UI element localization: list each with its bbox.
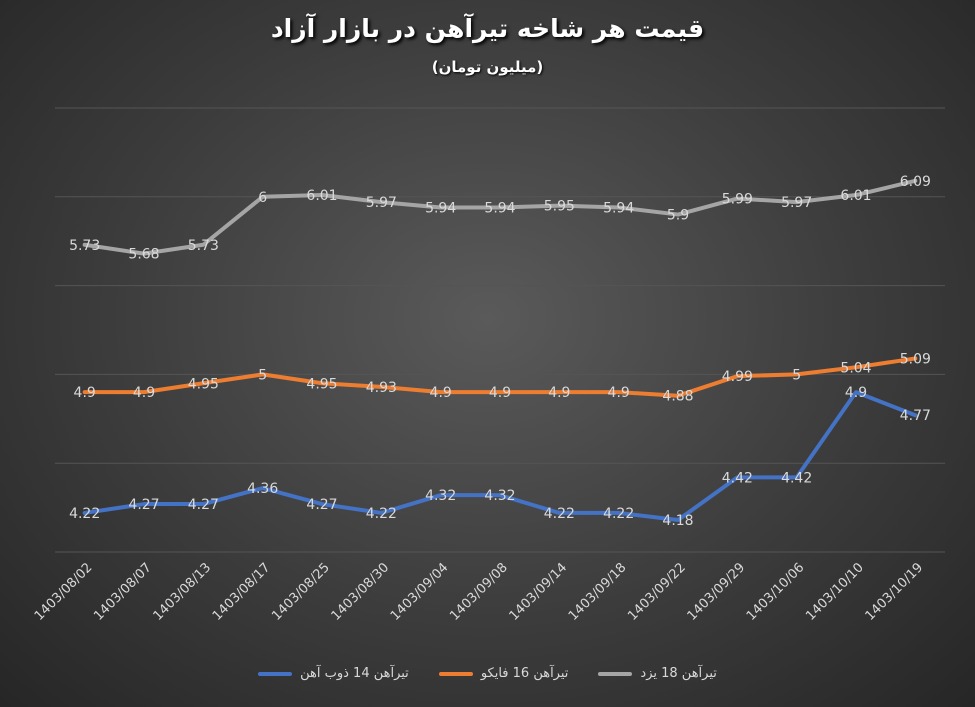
data-label: 5.09 <box>900 351 931 367</box>
x-tick-label: 1403/08/07 <box>91 560 155 624</box>
series-line <box>82 178 918 256</box>
data-label: 5 <box>792 367 801 383</box>
data-label: 5.94 <box>603 200 634 216</box>
data-label: 6.01 <box>840 188 871 204</box>
x-tick-label: 1403/09/04 <box>388 560 452 624</box>
legend-item: تیرآهن 14 ذوب آهن <box>258 666 409 681</box>
legend: تیرآهن 14 ذوب آهن تیرآهن 16 فایکو تیرآهن 1… <box>0 666 975 681</box>
x-tick-label: 1403/08/25 <box>269 560 333 624</box>
data-label: 5.04 <box>840 360 871 376</box>
legend-swatch <box>438 671 473 676</box>
x-tick-label: 1403/08/17 <box>210 560 274 624</box>
data-label: 4.22 <box>69 506 100 522</box>
legend-label: تیرآهن 18 یزد <box>640 666 717 681</box>
legend-label: تیرآهن 14 ذوب آهن <box>300 666 409 681</box>
data-label: 6.01 <box>306 188 337 204</box>
chart-subtitle: (میلیون تومان) <box>431 58 544 76</box>
legend-swatch <box>598 671 633 676</box>
data-label: 4.42 <box>781 470 812 486</box>
data-label: 4.22 <box>603 506 634 522</box>
data-label: 5.73 <box>188 238 219 254</box>
data-label: 4.9 <box>548 385 570 401</box>
data-label: 4.93 <box>366 380 397 396</box>
data-label: 5.68 <box>128 247 159 263</box>
data-label: 6.09 <box>900 174 931 190</box>
x-tick-label: 1403/09/22 <box>625 560 689 624</box>
series-line <box>82 356 918 398</box>
data-label: 5.94 <box>484 200 515 216</box>
data-label: 4.77 <box>900 408 931 424</box>
data-label: 6 <box>258 190 267 206</box>
legend-label: تیرآهن 16 فایکو <box>480 666 569 681</box>
x-tick-label: 1403/10/19 <box>863 560 927 624</box>
data-label: 4.36 <box>247 481 278 497</box>
x-tick-label: 1403/09/14 <box>507 560 571 624</box>
data-label: 5.94 <box>425 200 456 216</box>
data-label: 4.42 <box>722 470 753 486</box>
data-label: 4.27 <box>306 497 337 513</box>
data-label: 5.97 <box>781 195 812 211</box>
x-tick-label: 1403/09/29 <box>685 560 749 624</box>
data-label: 4.27 <box>128 497 159 513</box>
x-tick-label: 1403/09/18 <box>566 560 630 624</box>
data-label: 5.73 <box>69 238 100 254</box>
data-label: 4.27 <box>188 497 219 513</box>
data-label: 4.18 <box>662 513 693 529</box>
data-label: 4.9 <box>74 385 96 401</box>
legend-swatch <box>258 671 293 676</box>
data-label: 5.9 <box>667 208 689 224</box>
data-label: 4.32 <box>484 488 515 504</box>
data-label: 4.32 <box>425 488 456 504</box>
chart-title: قیمت هر شاخه تیرآهن در بازار آزاد <box>270 14 705 43</box>
x-tick-label: 1403/10/10 <box>803 560 867 624</box>
x-tick-label: 1403/10/06 <box>744 560 808 624</box>
data-label: 4.9 <box>489 385 511 401</box>
data-label: 4.88 <box>662 389 693 405</box>
data-label: 4.95 <box>306 376 337 392</box>
x-tick-label: 1403/08/30 <box>329 560 393 624</box>
series-line <box>82 390 918 523</box>
data-label: 4.22 <box>544 506 575 522</box>
data-label: 5.97 <box>366 195 397 211</box>
data-label: 4.95 <box>188 376 219 392</box>
data-label: 4.9 <box>430 385 452 401</box>
data-label: 5 <box>258 367 267 383</box>
data-label: 4.9 <box>133 385 155 401</box>
legend-item: تیرآهن 16 فایکو <box>438 666 569 681</box>
data-label: 5.99 <box>722 192 753 208</box>
x-tick-label: 1403/09/08 <box>447 560 511 624</box>
data-label: 5.95 <box>544 199 575 215</box>
x-tick-label: 1403/08/02 <box>32 560 96 624</box>
legend-item: تیرآهن 18 یزد <box>598 666 717 681</box>
data-label: 4.99 <box>722 369 753 385</box>
data-label: 4.9 <box>845 385 867 401</box>
data-label: 4.9 <box>608 385 630 401</box>
data-label: 4.22 <box>366 506 397 522</box>
x-tick-label: 1403/08/13 <box>151 560 215 624</box>
